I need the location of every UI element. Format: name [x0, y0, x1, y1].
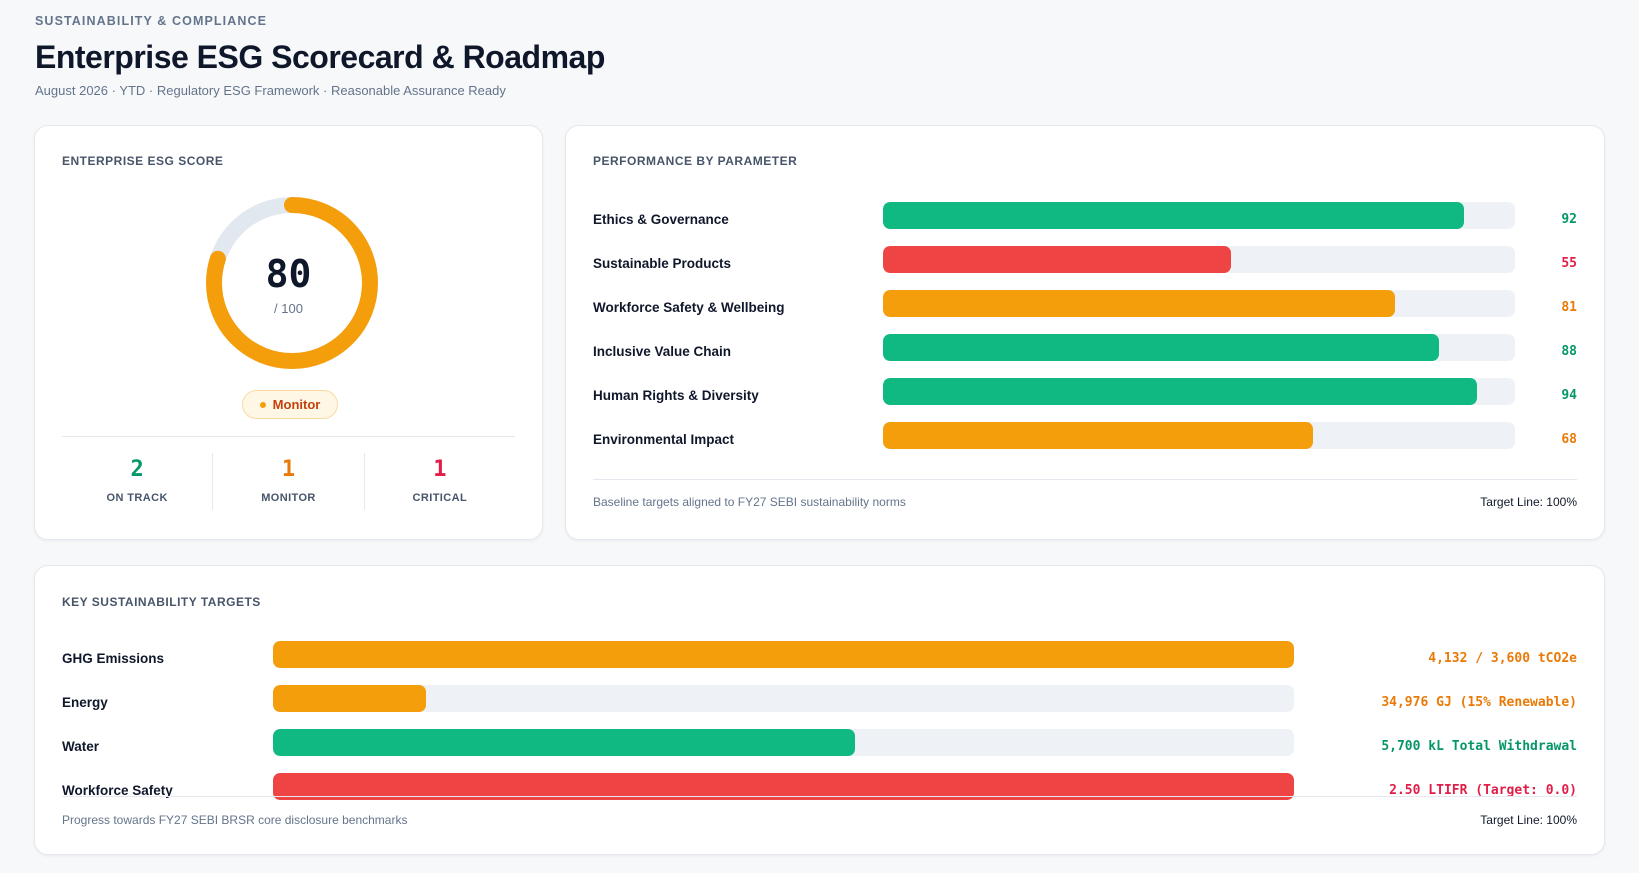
- performance-row: Ethics & Governance 92: [593, 199, 1577, 243]
- stat-on-track-value: 2: [130, 457, 144, 482]
- performance-bar-track: [883, 290, 1515, 317]
- performance-bar-fill: [883, 422, 1313, 449]
- stat-critical: 1 CRITICAL: [365, 453, 515, 510]
- target-bar-fill: [273, 729, 855, 756]
- performance-label: Ethics & Governance: [593, 212, 729, 227]
- target-bar-fill: [273, 641, 1294, 668]
- score-max-label: / 100: [274, 301, 303, 316]
- performance-bar-track: [883, 334, 1515, 361]
- target-bar-fill: [273, 685, 427, 712]
- target-label: GHG Emissions: [62, 651, 165, 666]
- target-value: 4,132 / 3,600 tCO2e: [1428, 651, 1577, 666]
- performance-row: Sustainable Products 55: [593, 243, 1577, 287]
- target-label: Energy: [62, 695, 108, 710]
- performance-bar-fill: [883, 334, 1440, 361]
- stat-monitor: 1 MONITOR: [213, 453, 365, 510]
- performance-footnote: Baseline targets aligned to FY27 SEBI su…: [593, 495, 906, 509]
- target-bar-track: [273, 641, 1294, 668]
- performance-value: 68: [1561, 432, 1577, 447]
- score-ring-arc: [206, 197, 378, 369]
- performance-label: Environmental Impact: [593, 432, 735, 447]
- stat-monitor-label: MONITOR: [261, 492, 316, 504]
- target-value: 34,976 GJ (15% Renewable): [1381, 695, 1577, 710]
- performance-target-line: Target Line: 100%: [1480, 495, 1577, 509]
- performance-card-title: PERFORMANCE BY PARAMETER: [593, 154, 798, 168]
- performance-bar-fill: [883, 202, 1465, 229]
- status-stats: 2 ON TRACK 1 MONITOR 1 CRITICAL: [62, 453, 515, 510]
- target-bar-track: [273, 729, 1294, 756]
- targets-footnote: Progress towards FY27 SEBI BRSR core dis…: [62, 813, 408, 827]
- targets-card-title: KEY SUSTAINABILITY TARGETS: [62, 595, 261, 609]
- targets-footer-divider: [62, 796, 1577, 797]
- target-row: Energy 34,976 GJ (15% Renewable): [62, 682, 1577, 726]
- page-eyebrow: SUSTAINABILITY & COMPLIANCE: [35, 14, 268, 28]
- performance-bar-track: [883, 202, 1515, 229]
- target-row: GHG Emissions 4,132 / 3,600 tCO2e: [62, 638, 1577, 682]
- status-badge-label: Monitor: [272, 397, 321, 412]
- target-value: 5,700 kL Total Withdrawal: [1381, 739, 1577, 754]
- target-row: Water 5,700 kL Total Withdrawal: [62, 726, 1577, 770]
- stat-critical-value: 1: [433, 457, 447, 482]
- performance-bar-fill: [883, 290, 1395, 317]
- target-label: Workforce Safety: [62, 783, 173, 798]
- performance-footer-divider: [593, 479, 1577, 480]
- performance-value: 55: [1561, 256, 1577, 271]
- target-row: Workforce Safety 2.50 LTIFR (Target: 0.0…: [62, 770, 1577, 814]
- page-title: Enterprise ESG Scorecard & Roadmap: [35, 39, 605, 75]
- page-subtitle: August 2026 · YTD · Regulatory ESG Frame…: [35, 83, 506, 98]
- target-bar-track: [273, 685, 1294, 712]
- target-bar-track: [273, 773, 1294, 800]
- performance-bar-fill: [883, 246, 1231, 273]
- performance-bar-track: [883, 246, 1515, 273]
- performance-label: Inclusive Value Chain: [593, 344, 732, 359]
- performance-value: 92: [1561, 212, 1577, 227]
- stat-monitor-value: 1: [281, 457, 296, 482]
- stat-critical-label: CRITICAL: [412, 492, 468, 504]
- page-header: SUSTAINABILITY & COMPLIANCE Enterprise E…: [35, 14, 605, 98]
- targets-target-line: Target Line: 100%: [1480, 813, 1577, 827]
- score-value: 80: [265, 252, 312, 296]
- score-ring: [206, 197, 378, 369]
- performance-value: 81: [1561, 300, 1577, 315]
- targets-card: KEY SUSTAINABILITY TARGETS GHG Emissions…: [34, 565, 1605, 855]
- status-dot-icon: [259, 401, 266, 408]
- target-value: 2.50 LTIFR (Target: 0.0): [1389, 783, 1577, 798]
- performance-bar-fill: [883, 378, 1478, 405]
- target-label: Water: [62, 739, 100, 754]
- performance-label: Workforce Safety & Wellbeing: [593, 300, 785, 315]
- performance-row: Environmental Impact 68: [593, 419, 1577, 463]
- stat-on-track-label: ON TRACK: [106, 492, 168, 504]
- status-badge: Monitor: [242, 390, 338, 419]
- performance-row: Inclusive Value Chain 88: [593, 331, 1577, 375]
- stat-on-track: 2 ON TRACK: [62, 453, 214, 510]
- score-card-title: ENTERPRISE ESG SCORE: [62, 154, 224, 168]
- performance-row: Human Rights & Diversity 94: [593, 375, 1577, 419]
- performance-card: PERFORMANCE BY PARAMETER Ethics & Govern…: [565, 125, 1605, 540]
- performance-bar-track: [883, 378, 1515, 405]
- performance-label: Sustainable Products: [593, 256, 732, 271]
- target-bar-fill: [273, 773, 1294, 800]
- performance-list: Ethics & Governance 92 Sustainable Produ…: [593, 199, 1577, 463]
- performance-value: 88: [1561, 344, 1577, 359]
- performance-value: 94: [1561, 388, 1577, 403]
- esg-score-card: ENTERPRISE ESG SCORE 80 / 100 Monitor 2 …: [34, 125, 543, 540]
- performance-row: Workforce Safety & Wellbeing 81: [593, 287, 1577, 331]
- performance-label: Human Rights & Diversity: [593, 388, 759, 403]
- targets-list: GHG Emissions 4,132 / 3,600 tCO2e Energy…: [62, 638, 1577, 814]
- performance-bar-track: [883, 422, 1515, 449]
- score-divider: [62, 436, 515, 437]
